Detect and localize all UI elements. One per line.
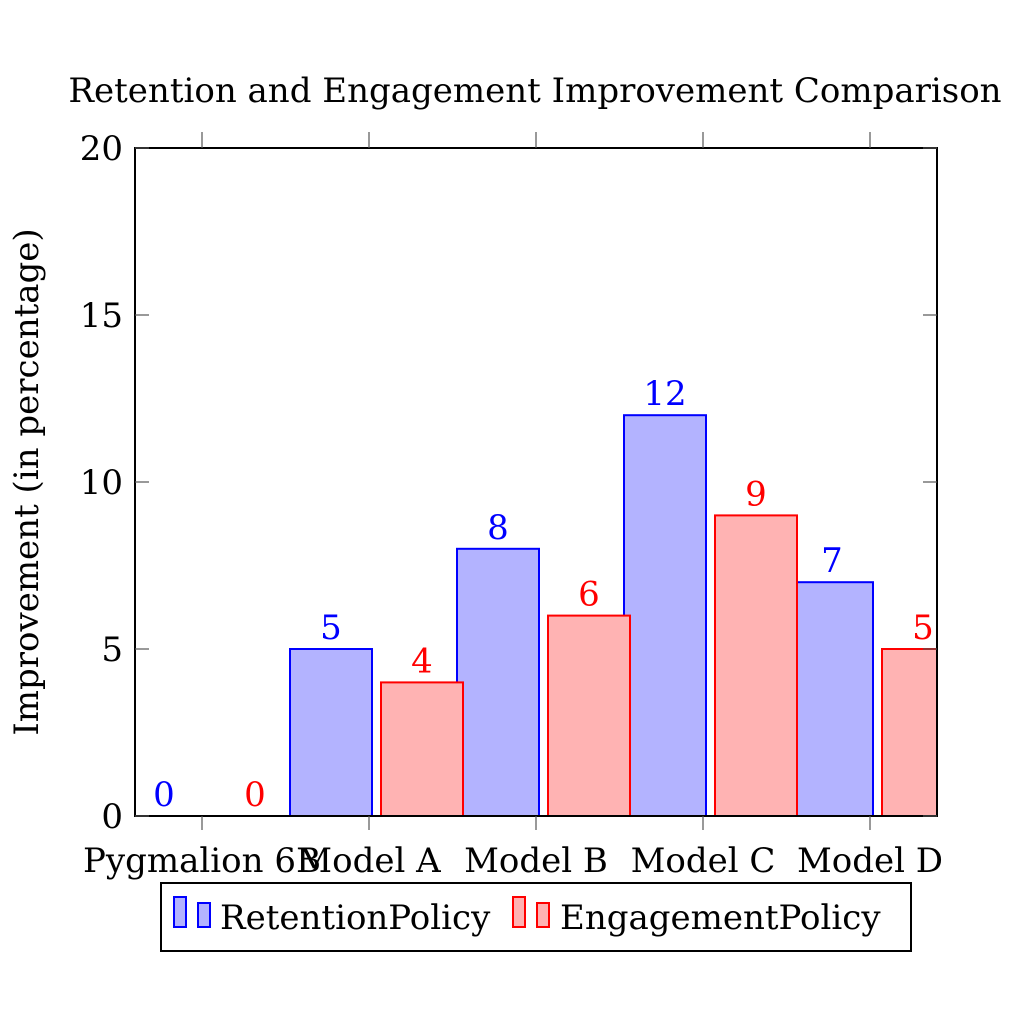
bar-retentionpolicy-2 bbox=[456, 547, 540, 816]
data-label-retentionpolicy-2: 8 bbox=[487, 508, 509, 548]
y-tick-label: 20 bbox=[80, 129, 123, 169]
legend-label-engagementpolicy: EngagementPolicy bbox=[560, 898, 881, 938]
y-axis-label: Improvement (in percentage) bbox=[7, 228, 47, 735]
legend-swatch-small-retentionpolicy bbox=[197, 902, 211, 928]
bar-retentionpolicy-3 bbox=[623, 414, 707, 816]
bar-engagementpolicy-3 bbox=[714, 514, 798, 816]
data-label-retentionpolicy-1: 5 bbox=[320, 608, 342, 648]
data-label-retentionpolicy-3: 12 bbox=[643, 374, 686, 414]
data-label-engagementpolicy-3: 9 bbox=[745, 474, 767, 514]
data-label-engagementpolicy-2: 6 bbox=[578, 575, 600, 615]
bar-engagementpolicy-1 bbox=[380, 681, 464, 816]
bar-engagementpolicy-4 bbox=[881, 648, 937, 816]
y-tick-label: 10 bbox=[80, 463, 123, 503]
data-label-engagementpolicy-4: 5 bbox=[912, 608, 934, 648]
y-tick-label: 5 bbox=[101, 630, 123, 670]
bar-engagementpolicy-2 bbox=[547, 614, 631, 816]
data-label-engagementpolicy-0: 0 bbox=[244, 775, 266, 815]
legend-swatch-small-engagementpolicy bbox=[536, 902, 550, 928]
legend-swatch-engagementpolicy bbox=[512, 896, 526, 928]
y-tick-label: 0 bbox=[101, 797, 123, 837]
x-tick-label: Pygmalion 6B bbox=[83, 841, 321, 881]
legend-label-retentionpolicy: RetentionPolicy bbox=[220, 898, 491, 938]
x-tick-label: Model D bbox=[797, 841, 943, 881]
data-label-retentionpolicy-4: 7 bbox=[821, 541, 843, 581]
bar-retentionpolicy-4 bbox=[790, 581, 874, 816]
data-label-engagementpolicy-1: 4 bbox=[411, 641, 433, 681]
x-tick-label: Model A bbox=[297, 841, 441, 881]
x-tick-label: Model C bbox=[631, 841, 776, 881]
data-label-retentionpolicy-0: 0 bbox=[153, 775, 175, 815]
x-tick-label: Model B bbox=[464, 841, 608, 881]
bars-group bbox=[289, 414, 937, 816]
legend-swatch-retentionpolicy bbox=[173, 896, 187, 928]
chart-title: Retention and Engagement Improvement Com… bbox=[68, 71, 1001, 111]
bar-retentionpolicy-1 bbox=[289, 648, 373, 816]
legend: RetentionPolicy EngagementPolicy bbox=[160, 882, 912, 952]
y-tick-label: 15 bbox=[80, 296, 123, 336]
